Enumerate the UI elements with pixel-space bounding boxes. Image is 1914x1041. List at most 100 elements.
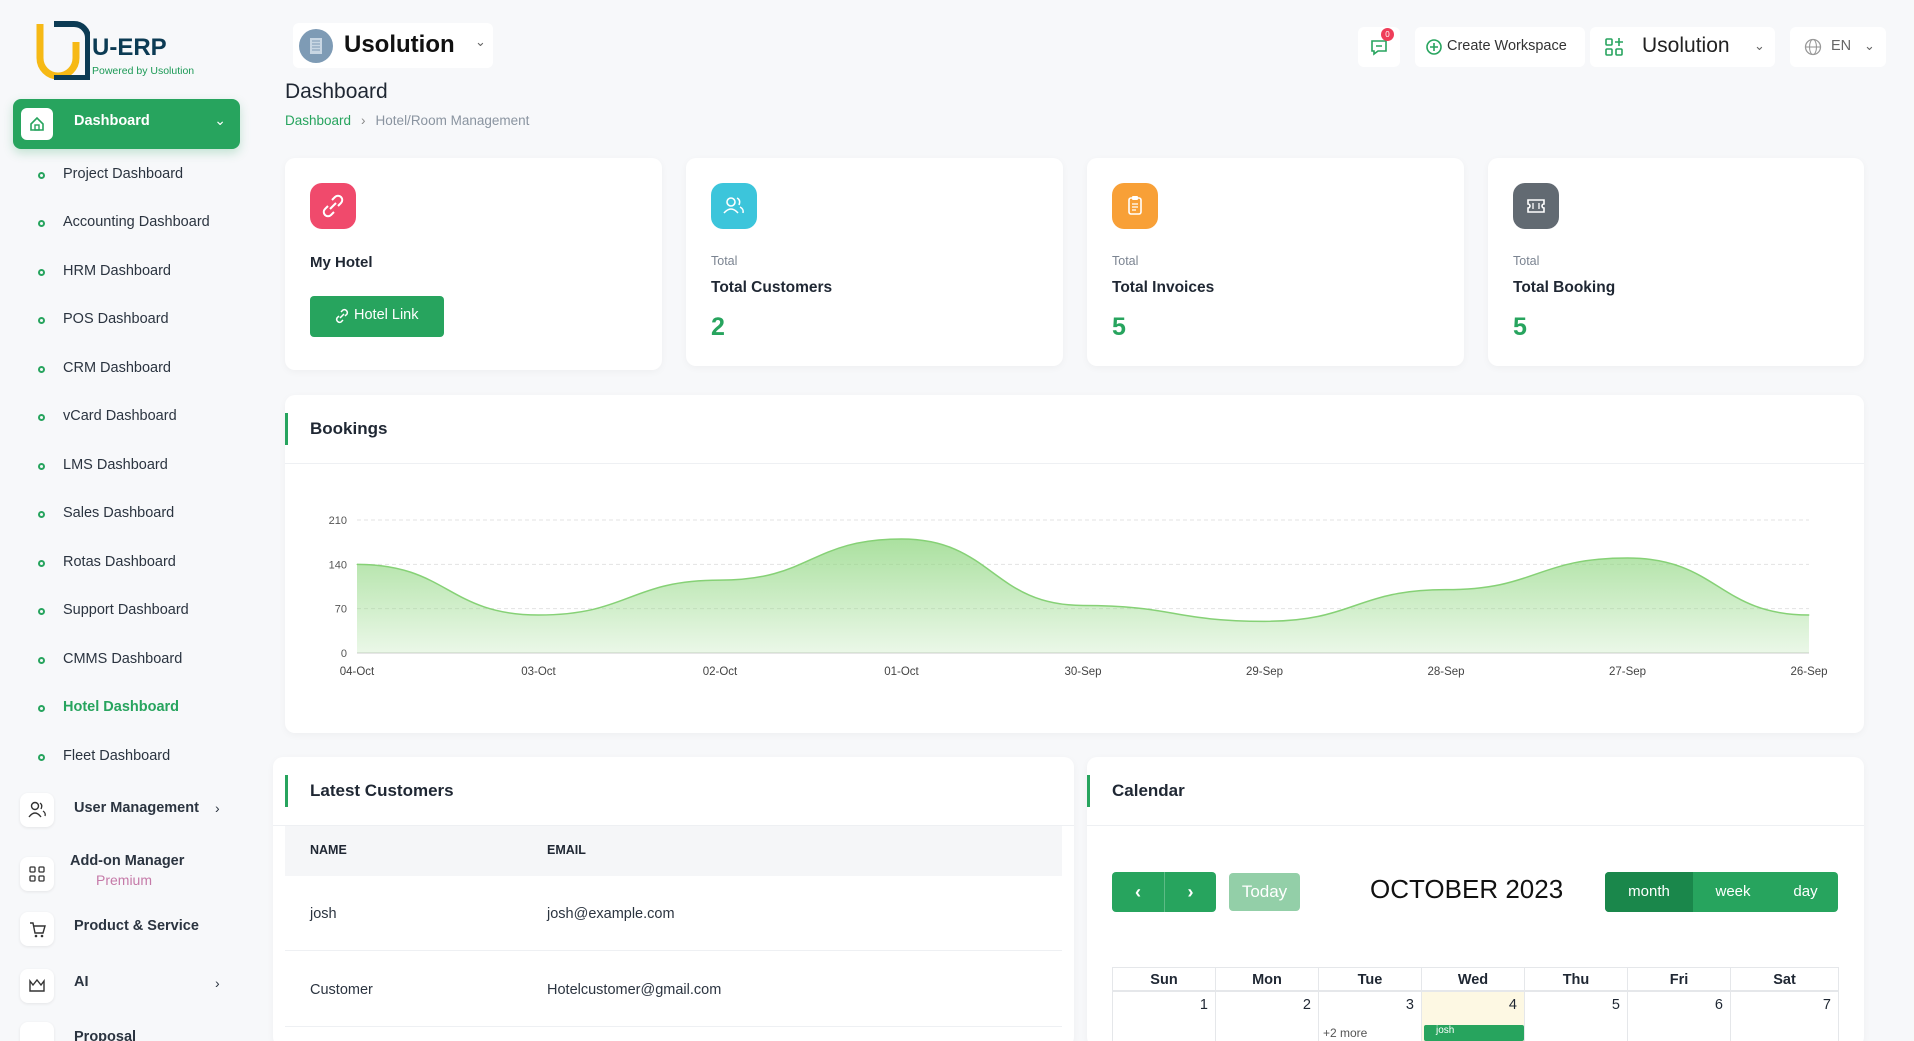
breadcrumb-home[interactable]: Dashboard <box>285 113 352 128</box>
table-header: NAME EMAIL <box>285 826 1062 876</box>
bullet-icon <box>38 220 45 227</box>
data-point <box>538 614 539 616</box>
clipboard-icon <box>1112 183 1158 229</box>
brand-tagline: Powered by Usolution <box>92 65 195 77</box>
data-point <box>1808 614 1810 616</box>
ai-icon <box>20 969 54 1003</box>
chat-icon <box>1371 40 1387 56</box>
column-header-email[interactable]: EMAIL <box>547 843 586 857</box>
data-point <box>1445 589 1447 591</box>
latest-customers-panel: Latest Customers <box>273 757 1074 1041</box>
card-value: 5 <box>1112 313 1126 341</box>
x-tick-label: 04-Oct <box>340 666 375 678</box>
view-day-button[interactable]: day <box>1793 883 1818 900</box>
messages-button[interactable]: 0 <box>1358 27 1400 67</box>
page-title: Dashboard <box>285 80 388 103</box>
breadcrumb-current: Hotel/Room Management <box>375 113 530 128</box>
weekday-header: Thu <box>1524 967 1628 991</box>
card-caption: Total <box>1112 254 1139 268</box>
breadcrumb-separator-icon: › <box>361 113 366 128</box>
calendar-day[interactable]: 1 <box>1112 991 1216 1041</box>
hotel-link-button[interactable]: Hotel Link <box>310 296 444 337</box>
table-row[interactable]: josh josh@example.com <box>285 876 1062 951</box>
globe-icon <box>1804 38 1822 56</box>
bullet-icon <box>38 608 45 615</box>
addon-grid-icon <box>20 857 54 891</box>
x-tick-label: 26-Sep <box>1790 666 1827 678</box>
view-month-button[interactable]: month <box>1605 872 1693 912</box>
bookings-panel: Bookings 0 70 140 210 04-Oct 03-Oct 02-Oct 01-O… <box>285 395 1864 733</box>
home-icon <box>21 108 53 140</box>
table-row[interactable]: Customer Hotelcustomer@gmail.com <box>285 952 1062 1027</box>
create-workspace-button[interactable]: Create Workspace <box>1415 27 1585 67</box>
weekday-header: Sat <box>1730 967 1839 991</box>
weekday-header: Wed <box>1421 967 1525 991</box>
calendar-day[interactable]: 5 <box>1524 991 1628 1041</box>
more-events-link[interactable]: +2 more <box>1323 1026 1368 1040</box>
today-button[interactable]: Today <box>1229 873 1300 911</box>
brand-logo[interactable]: U-ERP Powered by Usolution <box>34 18 234 80</box>
company-switcher[interactable]: Usolution ⌄ <box>1590 27 1775 67</box>
chevron-down-icon: ⌄ <box>1864 38 1875 53</box>
users-icon <box>20 793 54 827</box>
language-selector[interactable]: EN ⌄ <box>1790 27 1886 67</box>
data-point <box>1264 620 1265 622</box>
total-booking-card: Total Total Booking 5 <box>1488 158 1864 366</box>
sidebar-item-label: Dashboard <box>74 113 150 129</box>
cell-name: josh <box>310 906 337 922</box>
card-title: Total Booking <box>1513 279 1616 296</box>
x-tick-label: 29-Sep <box>1246 666 1283 678</box>
total-customers-card: Total Total Customers 2 <box>686 158 1063 366</box>
bullet-icon <box>38 754 45 761</box>
bullet-icon <box>38 366 45 373</box>
bullet-icon <box>38 511 45 518</box>
cart-icon <box>20 912 54 946</box>
column-header-name[interactable]: NAME <box>310 843 347 857</box>
weekday-header: Fri <box>1627 967 1731 991</box>
card-caption: Total <box>711 254 738 268</box>
calendar-event[interactable]: josh <box>1424 1025 1524 1041</box>
cell-name: Customer <box>310 982 373 998</box>
data-point <box>719 579 721 581</box>
uerp-logo-icon <box>36 21 90 80</box>
calendar-day[interactable]: 6 <box>1627 991 1731 1041</box>
x-tick-label: 02-Oct <box>703 666 738 678</box>
data-point <box>356 563 358 565</box>
weekday-header: Mon <box>1215 967 1319 991</box>
next-month-button[interactable]: › <box>1164 872 1216 912</box>
apps-grid-icon <box>1605 38 1623 56</box>
link-icon <box>310 183 356 229</box>
sidebar-item-dashboard[interactable]: Dashboard ⌄ <box>13 99 240 149</box>
bookings-chart: 0 70 140 210 04-Oct 03-Oct 02-Oct 01-Oct 30-Sep 2… <box>329 515 1828 678</box>
bullet-icon <box>38 463 45 470</box>
workspace-switcher[interactable]: Usolution ⌄ <box>293 23 493 68</box>
x-tick-label: 01-Oct <box>884 666 919 678</box>
y-tick-label: 140 <box>329 559 347 571</box>
brand-name: U-ERP <box>92 34 167 61</box>
my-hotel-card: My Hotel Hotel Link <box>285 158 662 370</box>
view-week-button[interactable]: week <box>1715 883 1751 900</box>
notification-badge: 0 <box>1381 28 1394 41</box>
bullet-icon <box>38 414 45 421</box>
calendar-day[interactable]: 2 <box>1215 991 1319 1041</box>
sidebar: U-ERP Powered by Usolution Dashboard ⌄ P… <box>0 0 250 1041</box>
bullet-icon <box>38 172 45 179</box>
card-title: My Hotel <box>310 254 373 271</box>
section-title: Bookings <box>285 413 387 445</box>
x-tick-label: 28-Sep <box>1427 666 1464 678</box>
calendar-view-switch: month week day <box>1605 872 1838 912</box>
data-point <box>901 538 902 540</box>
calendar-month-title: OCTOBER 2023 <box>1370 874 1564 904</box>
top-bar: Usolution ⌄ 0 Create Workspace Usolution… <box>285 20 1889 70</box>
workspace-avatar <box>299 29 333 63</box>
bullet-icon <box>38 269 45 276</box>
premium-badge: Premium <box>96 872 153 888</box>
chevron-right-icon: › <box>215 800 220 816</box>
card-title: Total Invoices <box>1112 279 1215 296</box>
prev-month-button[interactable]: ‹ <box>1135 882 1141 902</box>
calendar-day[interactable]: 7 <box>1730 991 1839 1041</box>
chevron-down-icon: ⌄ <box>1754 38 1765 53</box>
y-tick-label: 0 <box>341 648 347 660</box>
x-tick-label: 27-Sep <box>1609 666 1646 678</box>
weekday-header: Sun <box>1112 967 1216 991</box>
